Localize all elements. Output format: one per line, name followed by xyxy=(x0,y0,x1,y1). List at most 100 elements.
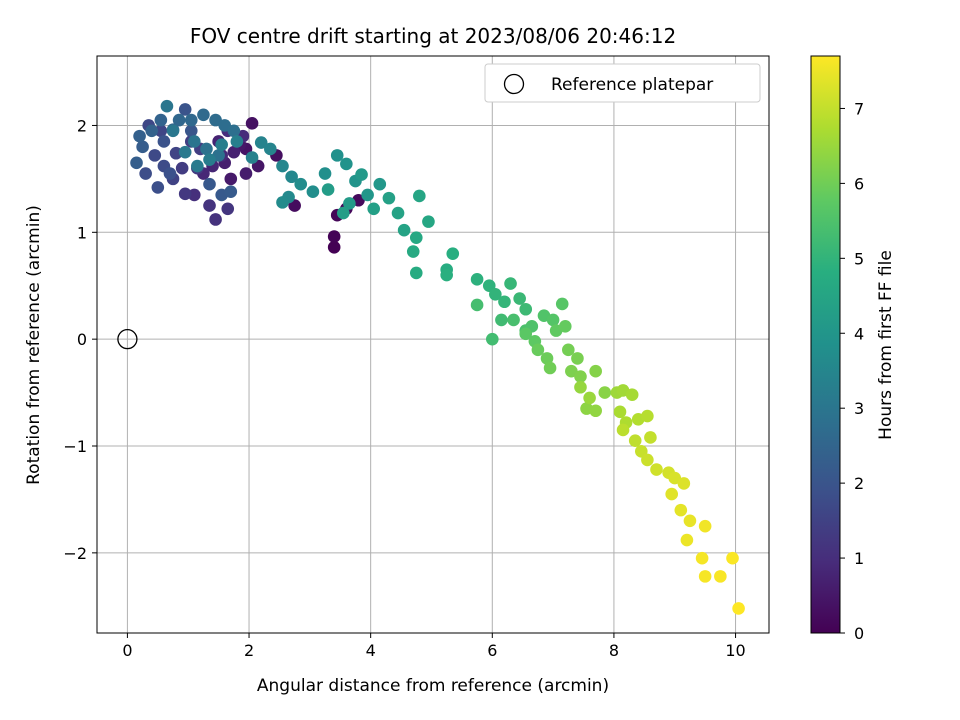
scatter-point xyxy=(446,247,460,260)
x-tick-label: 10 xyxy=(725,641,745,660)
scatter-point xyxy=(157,135,171,148)
scatter-point xyxy=(470,298,484,312)
scatter-point xyxy=(361,188,374,202)
scatter-point xyxy=(613,405,627,419)
scatter-point xyxy=(519,302,533,316)
scatter-point xyxy=(163,167,177,180)
scatter-point xyxy=(495,313,508,327)
scatter-point xyxy=(227,124,241,138)
x-tick-label: 4 xyxy=(366,641,376,660)
legend-open-circle-marker xyxy=(503,73,525,95)
scatter-point xyxy=(470,273,484,286)
x-tick-label: 2 xyxy=(244,641,254,660)
colorbar-ticks: 0 1 2 3 4 5 6 7 xyxy=(840,99,864,643)
scatter-point xyxy=(665,487,678,501)
scatter-point xyxy=(166,124,180,138)
y-axis-label: Rotation from reference (arcmin) xyxy=(24,205,44,485)
scatter-point xyxy=(726,551,739,565)
scatter-point xyxy=(154,113,168,127)
scatter-point xyxy=(343,197,356,210)
scatter-point xyxy=(531,343,545,357)
data-points xyxy=(130,99,745,615)
scatter-point xyxy=(683,514,697,528)
scatter-point xyxy=(306,185,320,199)
scatter-point xyxy=(355,168,368,181)
scatter-point xyxy=(397,223,411,237)
legend-box xyxy=(484,63,761,103)
scatter-point xyxy=(413,189,426,203)
y-tick-label: −2 xyxy=(63,544,87,563)
scatter-point xyxy=(698,519,712,533)
scatter-point xyxy=(160,99,174,113)
y-tick-label: −1 xyxy=(63,437,87,456)
scatter-point xyxy=(178,187,192,201)
scatter-point xyxy=(200,142,213,156)
scatter-point xyxy=(507,313,520,327)
scatter-point xyxy=(330,149,344,162)
scatter-point xyxy=(616,423,630,437)
plot-frame xyxy=(96,55,770,634)
scatter-point xyxy=(680,533,694,547)
x-axis-label: Angular distance from reference (arcmin) xyxy=(257,676,609,696)
scatter-point xyxy=(498,295,511,309)
scatter-point xyxy=(504,277,517,290)
scatter-point xyxy=(440,268,453,282)
scatter-point xyxy=(184,124,198,138)
scatter-point xyxy=(558,320,572,333)
scatter-point xyxy=(546,313,560,327)
scatter-point xyxy=(650,463,663,476)
colorbar-tick-label: 2 xyxy=(854,474,864,493)
scatter-point xyxy=(695,551,709,565)
legend: Reference platepar xyxy=(484,63,761,103)
scatter-point xyxy=(677,477,691,490)
scatter-point xyxy=(209,113,222,127)
scatter-point xyxy=(230,135,244,148)
scatter-point xyxy=(589,364,602,378)
scatter-point xyxy=(178,103,192,116)
scatter-point xyxy=(321,183,335,196)
scatter-point xyxy=(625,388,639,402)
scatter-point xyxy=(589,404,602,418)
scatter-point xyxy=(373,177,387,191)
reference-platepar-marker xyxy=(117,329,138,350)
legend-label: Reference platepar xyxy=(551,75,713,95)
scatter-point xyxy=(133,129,146,143)
scatter-point xyxy=(565,364,578,378)
scatter-point xyxy=(221,202,235,216)
scatter-point xyxy=(151,181,165,194)
scatter-point xyxy=(285,170,298,184)
scatter-point xyxy=(178,145,192,159)
scatter-point xyxy=(130,156,143,170)
scatter-point xyxy=(191,159,204,173)
scatter-point xyxy=(409,231,423,244)
scatter-point xyxy=(184,113,198,127)
scatter-point xyxy=(318,167,332,180)
scatter-point xyxy=(562,343,575,357)
scatter-point xyxy=(203,177,216,191)
scatter-point xyxy=(485,332,499,346)
scatter-point xyxy=(154,124,168,138)
scatter-point xyxy=(571,352,584,365)
colorbar-tick-label: 0 xyxy=(854,624,864,643)
chart-title: FOV centre drift starting at 2023/08/06 … xyxy=(190,24,676,48)
reference-point-layer xyxy=(117,329,138,350)
scatter-point xyxy=(367,202,381,216)
scatter-point xyxy=(215,138,228,151)
scatter-point xyxy=(172,113,186,127)
scatter-point xyxy=(641,409,654,423)
scatter-point xyxy=(175,161,189,175)
scatter-point xyxy=(698,570,712,583)
scatter-point xyxy=(409,266,423,280)
colorbar-tick-label: 7 xyxy=(854,99,864,118)
y-tick-label: 1 xyxy=(77,223,87,242)
scatter-point xyxy=(218,119,232,132)
colorbar-label: Hours from first FF file xyxy=(876,250,896,440)
scatter-point xyxy=(264,142,277,156)
scatter-point xyxy=(406,245,420,258)
scatter-point xyxy=(540,352,554,365)
scatter-point xyxy=(382,191,396,205)
scatter-point xyxy=(336,206,350,220)
scatter-point xyxy=(598,386,612,399)
scatter-point xyxy=(714,570,727,583)
scatter-point xyxy=(136,140,149,154)
